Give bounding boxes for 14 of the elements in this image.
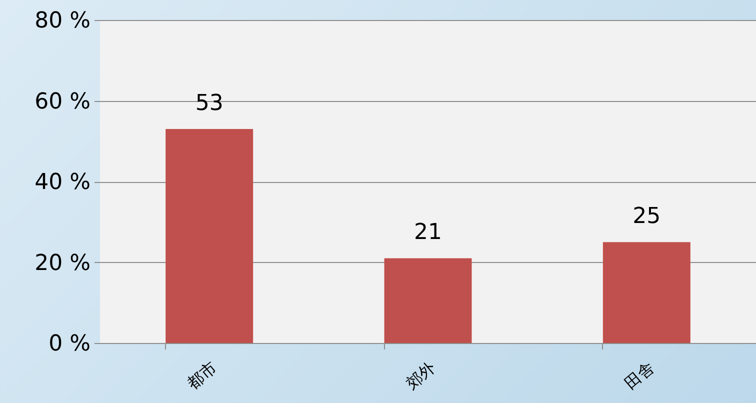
y-tick-label: 40 % <box>34 170 90 195</box>
y-tick-label: 20 % <box>34 250 90 276</box>
bar <box>166 129 254 343</box>
y-tick-label: 60 % <box>34 89 90 114</box>
x-tick-label: 郊外 <box>402 358 439 394</box>
y-tick-label: 0 % <box>48 332 90 356</box>
bar <box>384 258 472 343</box>
bar <box>602 242 690 343</box>
y-tick-label: 80 % <box>34 8 90 34</box>
data-label: 21 <box>414 220 442 246</box>
x-tick-label: 都市 <box>184 358 220 394</box>
x-tick-label: 田舎 <box>620 358 658 394</box>
data-label: 53 <box>195 91 224 116</box>
data-label: 25 <box>632 204 661 230</box>
